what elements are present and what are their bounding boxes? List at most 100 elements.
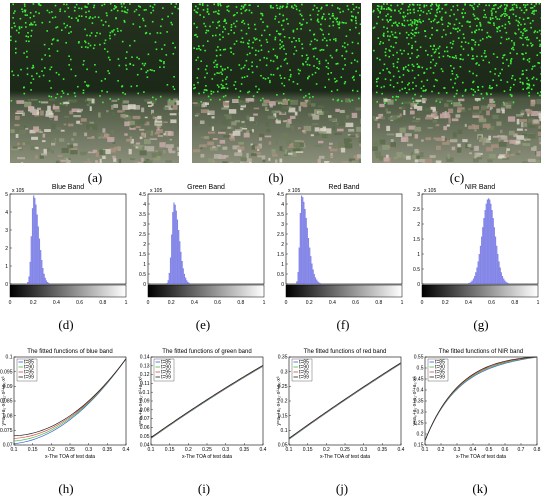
fit-y-label: y=a₀+a₁·x+a₂·x²+a₃·x³ <box>276 376 282 425</box>
histogram-y-tick: 3.5 <box>139 212 146 218</box>
fit-x-tick: 0.15 <box>303 447 313 453</box>
fit-legend-entry: t=85 <box>24 360 34 366</box>
histogram-bar <box>30 236 32 285</box>
histogram-bar <box>319 283 321 285</box>
histogram-y-tick: 5 <box>5 192 8 198</box>
histogram-bar <box>36 214 38 285</box>
fit-legend-entry: t=99 <box>299 375 309 381</box>
histogram-bar <box>496 245 498 285</box>
fit-x-tick: 0.2 <box>323 447 330 453</box>
caption-h: (h) <box>58 481 74 496</box>
fit-x-tick: 0.25 <box>65 447 75 453</box>
histogram-x-tick: 0.8 <box>511 300 518 306</box>
fit-x-tick: 0.5 <box>486 447 493 453</box>
fit-legend <box>427 358 449 382</box>
histogram-x-tick: 0.8 <box>237 300 244 306</box>
fit-legend-entry: t=90 <box>435 365 445 371</box>
histogram-x-tick: 0 <box>147 300 150 306</box>
fit-plot-title: The fitted functions of red band <box>304 349 387 355</box>
histogram-bar <box>175 210 177 285</box>
fit-x-tick: 0.2 <box>185 447 192 453</box>
histogram-bar <box>187 281 189 285</box>
fit-x-tick: 0.8 <box>534 447 541 453</box>
fit-x-label: x-The TOA of test data <box>456 454 506 460</box>
histogram-y-tick: 1 <box>281 262 284 268</box>
fit-y-tick: 0.08 <box>3 413 13 419</box>
histogram-bar <box>469 282 471 285</box>
satellite-image-b-svg <box>192 3 368 168</box>
fit-y-label: y=a₀+a₁·x+a₂·x²+a₃·x³ <box>1 376 7 425</box>
histogram-y-tick: 4.5 <box>277 192 284 198</box>
histogram-y-tick: 0 <box>417 282 420 288</box>
fit-y-tick: 0.04 <box>140 443 150 449</box>
fit-y-tick: 0.35 <box>278 355 288 361</box>
histogram-bar <box>37 226 39 285</box>
histogram-x-tick: 0.4 <box>191 300 198 306</box>
histogram-bar <box>317 281 319 285</box>
histogram-bar <box>182 268 184 285</box>
histogram-bar <box>493 227 495 285</box>
histogram-bar <box>500 272 502 285</box>
fit-y-tick: 0.08 <box>140 407 150 413</box>
histogram-bar <box>471 280 473 285</box>
histogram-bar <box>35 204 37 285</box>
histogram-bar <box>494 236 497 285</box>
histogram-colorbar <box>421 284 539 298</box>
histogram-bar <box>173 202 175 285</box>
histogram-title: NIR Band <box>465 184 495 191</box>
caption-d: (d) <box>58 317 74 332</box>
fit-x-tick: 0.3 <box>360 447 367 453</box>
histogram-y-tick: 3 <box>143 222 146 228</box>
histogram-bar <box>43 273 45 285</box>
fit-x-tick: 0.35 <box>239 447 249 453</box>
fit-x-tick: 0.35 <box>102 447 112 453</box>
fit-x-tick: 0.3 <box>85 447 92 453</box>
fit-legend-entry: t=90 <box>299 365 309 371</box>
histogram-bar <box>499 267 501 285</box>
histogram-bar <box>29 261 31 285</box>
histogram-bar <box>489 199 491 285</box>
histogram-colorbar <box>9 284 127 298</box>
histogram-y-tick: 2 <box>5 246 8 252</box>
fit-legend-entry: t=95 <box>161 370 171 376</box>
histogram-y-tick: 2 <box>143 242 146 248</box>
histogram-bar <box>48 282 50 285</box>
fit-legend-entry: t=95 <box>24 370 34 376</box>
histogram-x-tick: 0.4 <box>329 300 336 306</box>
histogram-x-tick: 1 <box>537 300 540 306</box>
histogram-title: Blue Band <box>52 184 84 191</box>
histogram-bar <box>312 269 314 285</box>
fit-x-tick: 0.4 <box>398 447 405 453</box>
fit-y-tick: 0.07 <box>3 443 13 449</box>
fit-x-tick: 0.35 <box>377 447 387 453</box>
fit-y-tick: 0.12 <box>140 372 150 378</box>
histogram-exponent: x 105 <box>12 188 24 194</box>
histogram-bar <box>166 282 168 285</box>
histogram-x-tick: 0.2 <box>168 300 175 306</box>
histogram-bar <box>186 280 188 285</box>
histogram-bar <box>470 281 472 285</box>
histogram-bar <box>504 280 506 285</box>
fit-legend-entry: t=99 <box>435 375 445 381</box>
histogram-bar <box>506 282 508 285</box>
histogram-exponent: x 105 <box>150 188 162 194</box>
fit-y-tick: 0.3 <box>417 410 424 416</box>
histogram-bar <box>505 281 507 285</box>
fit-y-tick: 0.085 <box>0 399 13 405</box>
histogram-frame <box>9 193 127 285</box>
fit-plot-red: The fitted functions of red band t=85t=90… <box>276 349 405 460</box>
histogram-y-tick: 1 <box>5 264 8 270</box>
fit-legend <box>16 358 38 382</box>
histogram-bar <box>482 227 484 285</box>
fit-y-tick: 0.05 <box>278 443 288 449</box>
histogram-bar <box>298 247 300 285</box>
fit-x-label: x-The TOA of test data <box>320 454 370 460</box>
histogram-bar <box>179 241 181 285</box>
fit-plot-title: The fitted functions of green band <box>162 349 251 355</box>
fit-y-tick: 0.3 <box>281 369 288 375</box>
fit-x-tick: 0.6 <box>502 447 509 453</box>
fit-y-tick: 0.5 <box>417 366 424 372</box>
histogram-bar <box>486 199 488 285</box>
caption-b: (b) <box>268 170 284 185</box>
fit-y-tick: 0.05 <box>140 434 150 440</box>
